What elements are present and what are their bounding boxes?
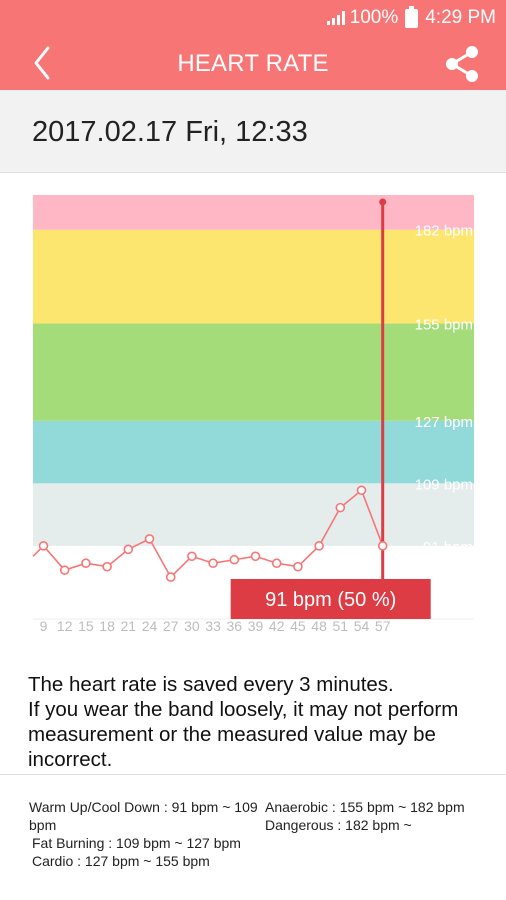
description-text: The heart rate is saved every 3 minutes.… xyxy=(28,672,488,772)
x-tick-label: 51 xyxy=(333,618,349,634)
data-point xyxy=(123,544,134,555)
selection-marker-top xyxy=(379,198,387,206)
x-tick-label: 30 xyxy=(184,618,200,634)
zone-label: 91 bpm xyxy=(423,539,473,556)
battery-percent: 100% xyxy=(349,7,399,28)
page-title: HEART RATE xyxy=(177,50,329,77)
x-tick-label: 39 xyxy=(248,618,264,634)
zone-band xyxy=(33,195,474,230)
x-tick-label: 45 xyxy=(290,618,306,634)
legend-fat-burning: Fat Burning : 109 bpm ~ 127 bpm xyxy=(32,835,241,851)
data-point xyxy=(271,558,282,569)
status-indicators: 100% 4:29 PM xyxy=(326,5,496,30)
data-point xyxy=(81,558,91,569)
status-bar: 100% 4:29 PM xyxy=(0,0,506,36)
data-point xyxy=(144,534,155,544)
chart-canvas: 182 bpm 155 bpm 127 bpm 109 bpm 91 bpm 9 12 15 1… xyxy=(32,195,474,634)
back-button[interactable] xyxy=(28,44,64,82)
clock: 4:29 PM xyxy=(425,7,496,28)
x-tick-label: 57 xyxy=(375,618,391,634)
divider xyxy=(0,774,506,775)
battery-icon xyxy=(405,5,419,28)
data-point xyxy=(335,502,346,513)
data-point xyxy=(229,554,240,565)
x-tick-label: 18 xyxy=(99,618,115,634)
zone-band xyxy=(33,229,474,324)
zone-label: 127 bpm xyxy=(415,414,473,431)
x-tick-label: 48 xyxy=(311,618,327,634)
data-point xyxy=(38,541,49,551)
zone-legend-right: Anaerobic : 155 bpm ~ 182 bpm Dangerous … xyxy=(265,798,500,834)
data-point xyxy=(314,541,324,551)
data-point xyxy=(377,541,388,551)
date-header: 2017.02.17 Fri, 12:33 xyxy=(0,90,506,173)
zone-label: 109 bpm xyxy=(415,476,473,493)
zone-band xyxy=(33,420,474,484)
zone-band xyxy=(33,323,474,421)
data-point xyxy=(59,565,70,575)
x-tick-label: 54 xyxy=(354,618,370,634)
x-tick-label: 33 xyxy=(205,618,221,634)
data-point xyxy=(250,551,261,562)
zone-legend-left: Warm Up/Cool Down : 91 bpm ~ 109 bpm Fat… xyxy=(29,798,269,870)
legend-cardio: Cardio : 127 bpm ~ 155 bpm xyxy=(32,853,210,869)
x-tick-label: 42 xyxy=(269,618,285,634)
x-tick-label: 15 xyxy=(78,618,94,634)
measurement-datetime: 2017.02.17 Fri, 12:33 xyxy=(32,116,308,148)
chevron-left-icon xyxy=(34,46,50,80)
description-line-1: The heart rate is saved every 3 minutes. xyxy=(28,673,394,696)
legend-dangerous: Dangerous : 182 bpm ~ xyxy=(265,817,412,833)
data-point xyxy=(293,561,303,572)
heart-rate-chart[interactable]: 182 bpm 155 bpm 127 bpm 109 bpm 91 bpm 9 12 15 1… xyxy=(0,173,506,647)
data-point xyxy=(187,551,197,562)
zone-label: 155 bpm xyxy=(415,317,473,334)
x-tick-label: 9 xyxy=(40,618,48,634)
share-icon xyxy=(446,46,478,82)
data-point xyxy=(102,561,112,572)
x-tick-label: 12 xyxy=(57,618,73,634)
description-line-2: If you wear the band loosely, it may not… xyxy=(28,698,459,771)
x-tick-label: 21 xyxy=(121,618,137,634)
zone-band xyxy=(33,483,474,546)
share-button[interactable] xyxy=(442,44,482,84)
x-tick-label: 27 xyxy=(163,618,179,634)
x-tick-label: 36 xyxy=(227,618,243,634)
selected-value-label: 91 bpm (50 %) xyxy=(265,589,396,611)
zone-label: 182 bpm xyxy=(415,223,473,240)
legend-warm-up: Warm Up/Cool Down : 91 bpm ~ 109 bpm xyxy=(29,799,258,833)
selected-value-box xyxy=(230,579,431,619)
data-point xyxy=(208,558,218,569)
legend-anaerobic: Anaerobic : 155 bpm ~ 182 bpm xyxy=(265,799,465,815)
signal-icon xyxy=(326,11,345,25)
data-point xyxy=(356,485,367,496)
x-tick-label: 24 xyxy=(142,618,158,634)
data-point xyxy=(165,572,176,582)
app-bar: HEART RATE xyxy=(0,36,506,90)
